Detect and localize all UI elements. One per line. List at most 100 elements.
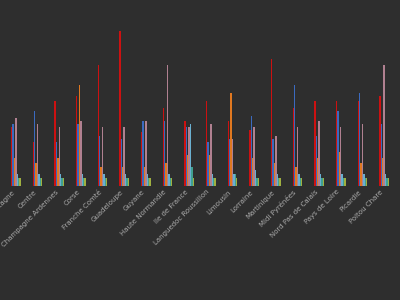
Bar [340,127,342,186]
Bar [300,178,301,186]
Bar [79,85,80,186]
Bar [125,174,126,186]
Bar [80,121,82,186]
Bar [362,124,363,186]
Bar [209,155,210,186]
Bar [61,178,63,186]
Bar [83,178,84,186]
Bar [297,127,298,186]
Bar [314,100,316,186]
Bar [106,178,108,186]
Bar [258,178,259,186]
Bar [388,178,389,186]
Bar [358,100,359,186]
Bar [164,121,166,186]
Bar [386,178,388,186]
Bar [360,163,362,186]
Bar [254,127,255,186]
Bar [141,132,142,186]
Bar [18,178,20,186]
Bar [12,124,14,186]
Bar [342,174,343,186]
Bar [41,178,42,186]
Bar [229,140,230,186]
Bar [214,178,216,186]
Bar [320,174,321,186]
Bar [379,96,380,186]
Bar [14,158,15,186]
Bar [193,178,194,186]
Bar [102,127,103,186]
Bar [149,178,151,186]
Bar [84,178,86,186]
Bar [206,100,207,186]
Bar [191,167,193,186]
Bar [256,178,258,186]
Bar [364,178,366,186]
Bar [316,136,317,186]
Bar [36,163,37,186]
Bar [119,31,121,186]
Bar [255,170,256,186]
Bar [171,178,172,186]
Bar [318,121,320,186]
Bar [251,116,252,186]
Bar [343,178,344,186]
Bar [145,121,146,186]
Bar [236,178,238,186]
Bar [103,174,105,186]
Bar [15,118,17,186]
Bar [301,178,302,186]
Bar [142,121,144,186]
Bar [76,96,77,186]
Bar [99,136,100,186]
Bar [317,158,318,186]
Bar [321,178,323,186]
Bar [60,174,61,186]
Bar [249,130,251,186]
Bar [126,178,128,186]
Bar [228,121,229,186]
Bar [187,155,188,186]
Bar [382,158,383,186]
Bar [213,178,214,186]
Bar [275,136,276,186]
Bar [359,93,360,186]
Bar [162,108,164,186]
Bar [190,124,191,186]
Bar [11,127,12,186]
Bar [233,174,234,186]
Bar [184,121,186,186]
Bar [77,124,79,186]
Bar [168,174,170,186]
Bar [292,108,294,186]
Bar [272,140,274,186]
Bar [336,100,337,186]
Bar [58,127,60,186]
Bar [167,65,168,186]
Bar [34,111,36,186]
Bar [144,167,145,186]
Bar [212,174,213,186]
Bar [170,178,171,186]
Bar [128,178,129,186]
Bar [234,174,236,186]
Bar [366,178,367,186]
Bar [100,167,102,186]
Bar [105,178,106,186]
Bar [207,142,209,186]
Bar [276,174,278,186]
Bar [230,93,232,186]
Bar [82,174,83,186]
Bar [278,178,279,186]
Bar [323,178,324,186]
Bar [385,174,386,186]
Bar [38,174,40,186]
Bar [122,167,124,186]
Bar [57,158,58,186]
Bar [363,174,364,186]
Bar [98,65,99,186]
Bar [17,174,18,186]
Bar [298,174,300,186]
Bar [63,178,64,186]
